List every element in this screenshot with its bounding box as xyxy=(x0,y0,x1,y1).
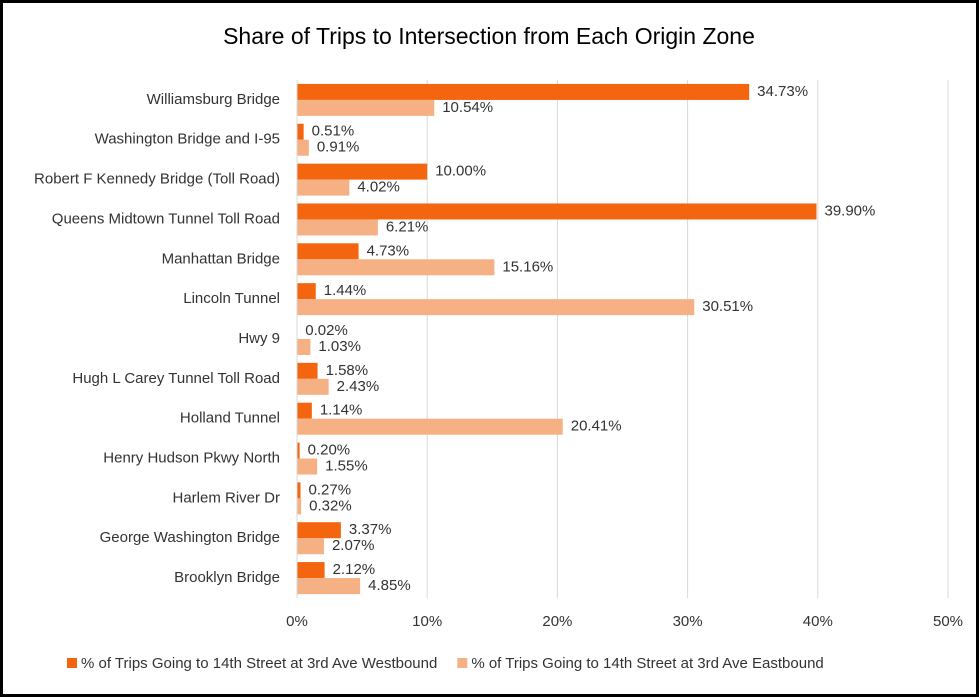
value-label: 15.16% xyxy=(502,258,553,275)
y-tick-label: Brooklyn Bridge xyxy=(174,569,280,586)
value-label: 6.21% xyxy=(386,218,429,235)
bar xyxy=(297,522,341,539)
y-tick-label: George Washington Bridge xyxy=(100,529,280,546)
y-tick-label: Holland Tunnel xyxy=(180,410,280,427)
value-label: 1.58% xyxy=(326,362,369,379)
bar xyxy=(297,458,318,475)
value-label: 0.51% xyxy=(312,123,355,140)
x-tick-label: 50% xyxy=(933,613,963,630)
bar xyxy=(297,362,318,379)
bar xyxy=(297,442,300,459)
value-label: 0.27% xyxy=(309,481,352,498)
y-tick-label: Washington Bridge and I-95 xyxy=(95,131,280,148)
bar xyxy=(297,339,311,355)
value-label: 2.43% xyxy=(337,378,380,395)
chart-title: Share of Trips to Intersection from Each… xyxy=(223,23,755,49)
y-tick-label: Hugh L Carey Tunnel Toll Road xyxy=(72,370,280,387)
value-label: 4.85% xyxy=(368,577,411,594)
value-label: 4.02% xyxy=(357,179,400,196)
value-label: 0.32% xyxy=(309,497,352,514)
value-label: 0.02% xyxy=(305,322,348,339)
value-label: 20.41% xyxy=(571,418,622,435)
legend-label: % of Trips Going to 14th Street at 3rd A… xyxy=(471,655,823,672)
bar xyxy=(297,283,316,300)
bar xyxy=(297,163,428,180)
bar xyxy=(297,83,750,100)
y-tick-label: Lincoln Tunnel xyxy=(183,290,280,307)
bar xyxy=(297,219,378,236)
bar xyxy=(297,123,304,140)
value-label: 3.37% xyxy=(349,521,392,538)
value-label: 4.73% xyxy=(367,242,410,259)
value-label: 1.55% xyxy=(325,458,368,475)
bar xyxy=(297,578,361,595)
y-tick-label: Williamsburg Bridge xyxy=(147,91,280,108)
legend-swatch xyxy=(457,658,468,668)
y-tick-label: Manhattan Bridge xyxy=(162,250,280,267)
value-label: 2.07% xyxy=(332,537,375,554)
x-tick-label: 30% xyxy=(673,613,703,630)
y-tick-label: Hwy 9 xyxy=(238,330,280,347)
value-label: 1.03% xyxy=(318,338,361,355)
value-label: 30.51% xyxy=(702,298,753,315)
legend-swatch xyxy=(67,658,77,668)
bar xyxy=(297,538,324,555)
value-label: 1.14% xyxy=(320,402,363,419)
bar xyxy=(297,259,495,276)
x-tick-label: 40% xyxy=(803,613,833,630)
bar xyxy=(297,402,312,419)
x-tick-label: 0% xyxy=(286,613,308,630)
bar xyxy=(297,299,695,316)
value-label: 2.12% xyxy=(333,561,376,578)
legend-label: % of Trips Going to 14th Street at 3rd A… xyxy=(81,655,437,672)
value-label: 39.90% xyxy=(824,202,875,219)
x-tick-label: 10% xyxy=(412,613,442,630)
bar xyxy=(297,139,309,156)
y-tick-label: Queens Midtown Tunnel Toll Road xyxy=(52,210,280,227)
value-label: 34.73% xyxy=(757,83,808,100)
bar xyxy=(297,498,302,515)
bar xyxy=(297,562,325,579)
bar xyxy=(297,99,435,116)
bar xyxy=(297,179,350,196)
value-label: 10.00% xyxy=(435,163,486,180)
x-tick-label: 20% xyxy=(542,613,572,630)
bar xyxy=(297,418,563,435)
value-label: 10.54% xyxy=(442,99,493,116)
y-tick-label: Henry Hudson Pkwy North xyxy=(103,450,280,467)
bar xyxy=(297,203,817,220)
y-tick-label: Harlem River Dr xyxy=(172,489,280,506)
bar xyxy=(297,378,329,395)
value-label: 0.20% xyxy=(308,442,351,459)
bar xyxy=(297,482,301,499)
bar xyxy=(297,243,359,260)
value-label: 1.44% xyxy=(324,282,367,299)
value-label: 0.91% xyxy=(317,139,360,156)
y-tick-label: Robert F Kennedy Bridge (Toll Road) xyxy=(34,171,280,188)
